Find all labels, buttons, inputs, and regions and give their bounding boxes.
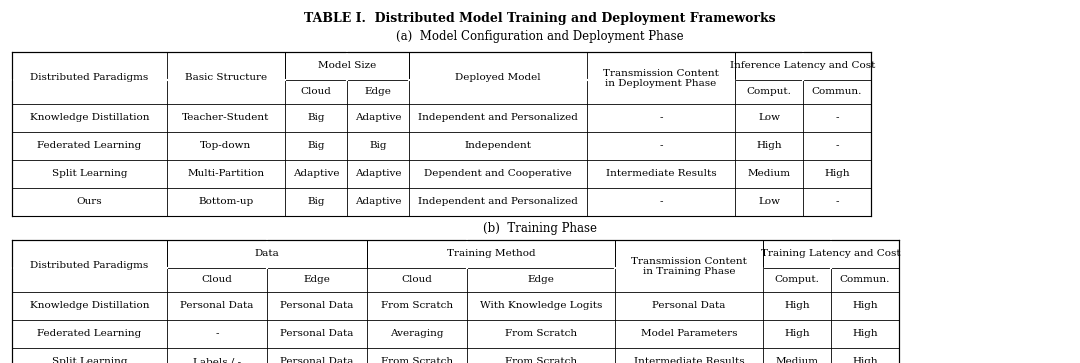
Text: Adaptive: Adaptive xyxy=(354,170,402,179)
Text: (a)  Model Configuration and Deployment Phase: (a) Model Configuration and Deployment P… xyxy=(396,30,684,43)
Text: Intermediate Results: Intermediate Results xyxy=(634,358,744,363)
Text: Intermediate Results: Intermediate Results xyxy=(606,170,716,179)
Text: Comput.: Comput. xyxy=(774,276,820,285)
Text: Personal Data: Personal Data xyxy=(180,302,254,310)
Text: From Scratch: From Scratch xyxy=(505,358,577,363)
Text: Big: Big xyxy=(307,142,325,151)
Text: High: High xyxy=(852,358,878,363)
Text: Edge: Edge xyxy=(365,87,391,97)
Text: Distributed Paradigms: Distributed Paradigms xyxy=(30,73,149,82)
Text: Comput.: Comput. xyxy=(746,87,792,97)
Text: Inference Latency and Cost: Inference Latency and Cost xyxy=(730,61,876,70)
Text: Ours: Ours xyxy=(77,197,103,207)
Text: Adaptive: Adaptive xyxy=(354,197,402,207)
Text: Cloud: Cloud xyxy=(300,87,332,97)
Text: Knowledge Distillation: Knowledge Distillation xyxy=(30,302,149,310)
Text: Split Learning: Split Learning xyxy=(52,170,127,179)
Text: High: High xyxy=(852,330,878,339)
Text: From Scratch: From Scratch xyxy=(505,330,577,339)
Text: Medium: Medium xyxy=(775,358,819,363)
Text: -: - xyxy=(659,142,663,151)
Text: Model Size: Model Size xyxy=(318,61,376,70)
Text: Personal Data: Personal Data xyxy=(652,302,726,310)
Text: Dependent and Cooperative: Dependent and Cooperative xyxy=(424,170,572,179)
Text: Bottom-up: Bottom-up xyxy=(199,197,254,207)
Text: Training Method: Training Method xyxy=(447,249,536,258)
Text: in Training Phase: in Training Phase xyxy=(643,266,735,276)
Text: TABLE I.  Distributed Model Training and Deployment Frameworks: TABLE I. Distributed Model Training and … xyxy=(305,12,775,25)
Text: Edge: Edge xyxy=(527,276,554,285)
Text: Personal Data: Personal Data xyxy=(281,358,353,363)
Text: Top-down: Top-down xyxy=(201,142,252,151)
Text: High: High xyxy=(784,302,810,310)
Text: Labels / -: Labels / - xyxy=(193,358,241,363)
Text: Teacher-Student: Teacher-Student xyxy=(183,114,270,122)
Text: Federated Learning: Federated Learning xyxy=(38,330,141,339)
Text: Averaging: Averaging xyxy=(390,330,444,339)
Text: Low: Low xyxy=(758,197,780,207)
Text: Commun.: Commun. xyxy=(812,87,862,97)
Text: From Scratch: From Scratch xyxy=(381,302,454,310)
Text: Distributed Paradigms: Distributed Paradigms xyxy=(30,261,149,270)
Text: Adaptive: Adaptive xyxy=(354,114,402,122)
Text: Basic Structure: Basic Structure xyxy=(185,73,267,82)
Text: Transmission Content: Transmission Content xyxy=(631,257,747,266)
Text: Independent: Independent xyxy=(464,142,531,151)
Text: Independent and Personalized: Independent and Personalized xyxy=(418,197,578,207)
Text: Personal Data: Personal Data xyxy=(281,330,353,339)
Text: Big: Big xyxy=(307,114,325,122)
Text: Independent and Personalized: Independent and Personalized xyxy=(418,114,578,122)
Text: (b)  Training Phase: (b) Training Phase xyxy=(483,222,597,235)
Text: Medium: Medium xyxy=(747,170,791,179)
Text: High: High xyxy=(852,302,878,310)
Text: -: - xyxy=(659,197,663,207)
Text: -: - xyxy=(215,330,219,339)
Text: Training Latency and Cost: Training Latency and Cost xyxy=(761,249,901,258)
Text: Federated Learning: Federated Learning xyxy=(38,142,141,151)
Text: Cloud: Cloud xyxy=(202,276,232,285)
Text: -: - xyxy=(835,197,839,207)
Text: High: High xyxy=(756,142,782,151)
Text: Multi-Partition: Multi-Partition xyxy=(188,170,265,179)
Text: From Scratch: From Scratch xyxy=(381,358,454,363)
Text: -: - xyxy=(835,142,839,151)
Text: Data: Data xyxy=(255,249,280,258)
Text: With Knowledge Logits: With Knowledge Logits xyxy=(480,302,603,310)
Text: Model Parameters: Model Parameters xyxy=(640,330,738,339)
Text: in Deployment Phase: in Deployment Phase xyxy=(606,78,717,87)
Text: Transmission Content: Transmission Content xyxy=(603,69,719,78)
Text: -: - xyxy=(659,114,663,122)
Text: Big: Big xyxy=(369,142,387,151)
Text: Low: Low xyxy=(758,114,780,122)
Text: High: High xyxy=(784,330,810,339)
Text: Personal Data: Personal Data xyxy=(281,302,353,310)
Text: Commun.: Commun. xyxy=(840,276,890,285)
Text: Cloud: Cloud xyxy=(402,276,432,285)
Text: Knowledge Distillation: Knowledge Distillation xyxy=(30,114,149,122)
Text: High: High xyxy=(824,170,850,179)
Text: Big: Big xyxy=(307,197,325,207)
Text: Adaptive: Adaptive xyxy=(293,170,339,179)
Text: Edge: Edge xyxy=(303,276,330,285)
Text: -: - xyxy=(835,114,839,122)
Text: Deployed Model: Deployed Model xyxy=(455,73,541,82)
Text: Split Learning: Split Learning xyxy=(52,358,127,363)
